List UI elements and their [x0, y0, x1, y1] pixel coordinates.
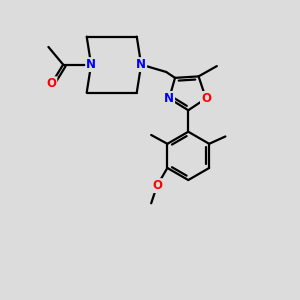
Text: O: O: [201, 92, 211, 105]
Text: N: N: [136, 58, 146, 71]
Text: N: N: [164, 92, 174, 105]
Text: N: N: [86, 58, 96, 71]
Text: O: O: [46, 77, 56, 90]
Text: O: O: [152, 179, 162, 192]
